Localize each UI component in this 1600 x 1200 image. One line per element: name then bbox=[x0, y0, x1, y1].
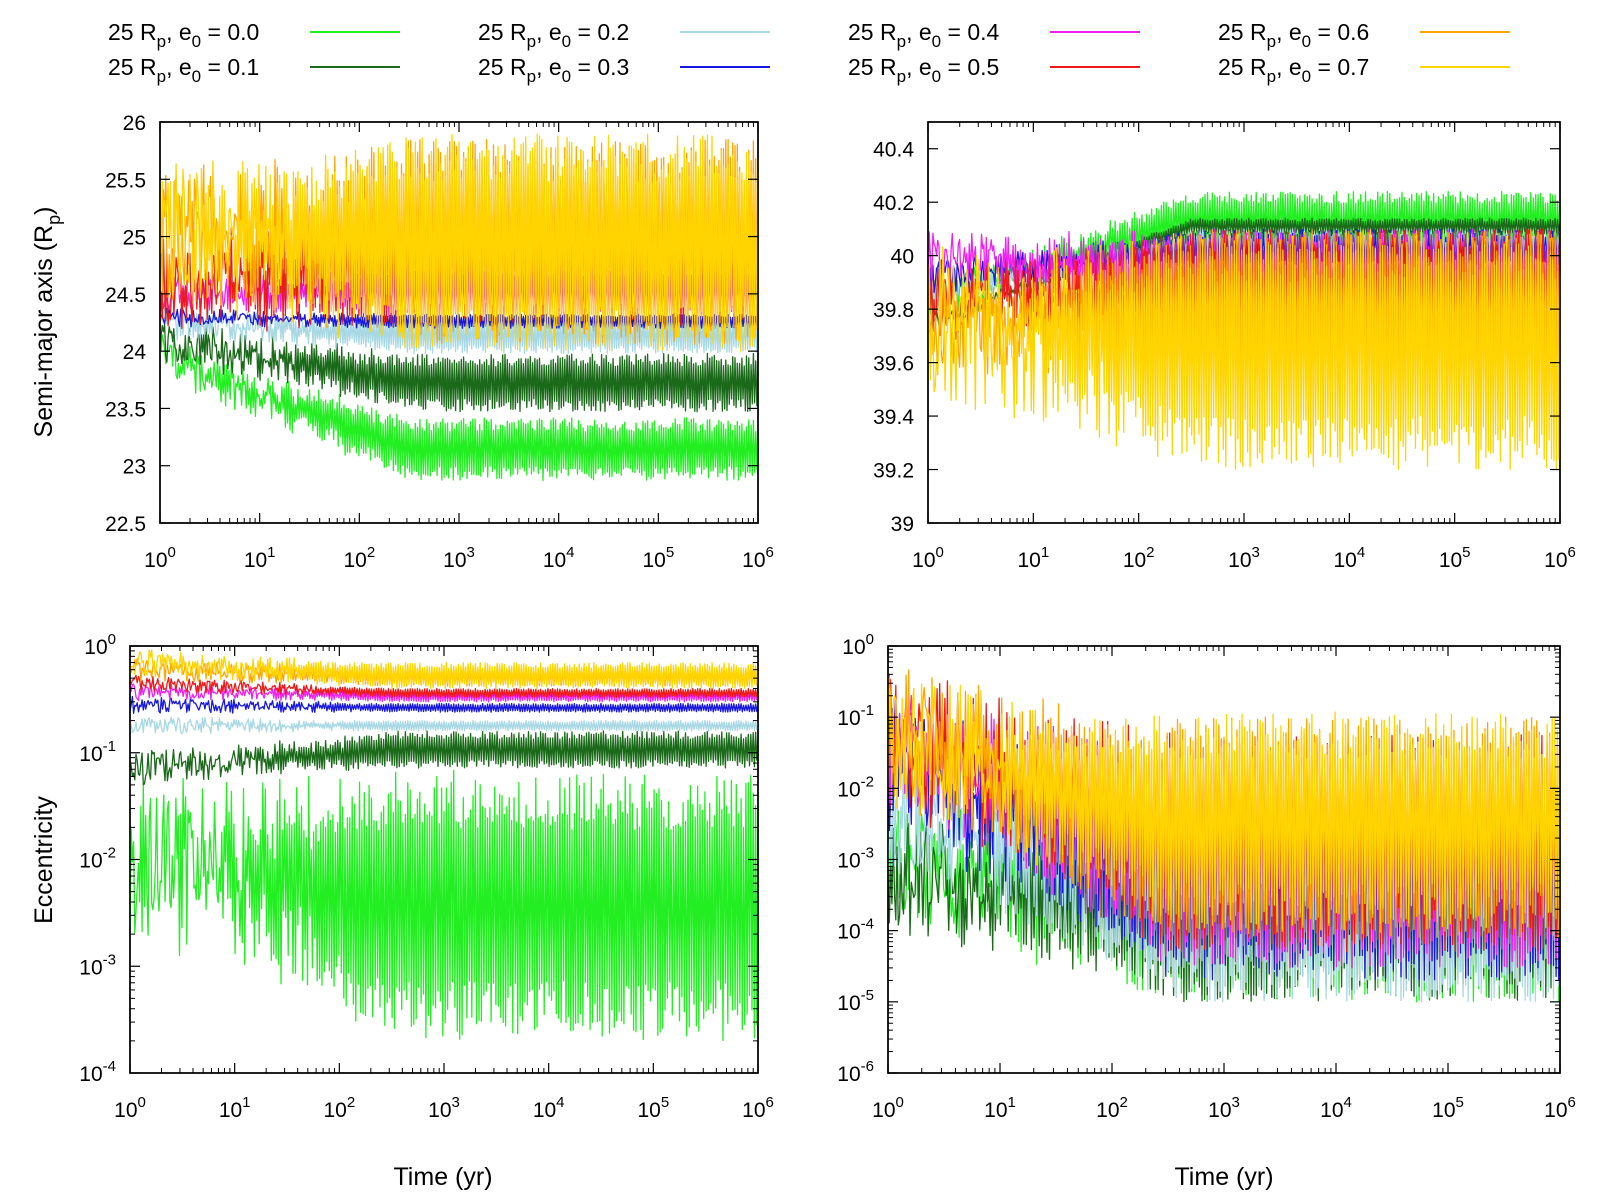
x-tick-label: 100 bbox=[144, 544, 176, 572]
legend-entry: 25 Rp, e0 = 0.6 bbox=[1218, 19, 1510, 51]
legend-label: 25 Rp, e0 = 0.6 bbox=[1218, 19, 1369, 51]
y-tick-label: 10-2 bbox=[79, 845, 116, 873]
y-tick-label: 25.5 bbox=[105, 169, 146, 192]
y-tick-label: 39.6 bbox=[873, 353, 914, 376]
x-tick-label: 100 bbox=[114, 1094, 146, 1122]
legend-label: 25 Rp, e0 = 0.4 bbox=[848, 19, 1000, 51]
legend-label: 25 Rp, e0 = 0.2 bbox=[478, 19, 629, 51]
panel-semimajor-axis-right: 100 101 102 103 104 105 106 39 39.2 39.4 39.6 39.8 4… bbox=[873, 121, 1576, 572]
x-tick-label: 101 bbox=[1017, 544, 1049, 572]
y-tick-label: 100 bbox=[842, 631, 874, 659]
x-tick-label: 101 bbox=[984, 1094, 1016, 1122]
y-tick-label: 24.5 bbox=[105, 284, 146, 307]
y-tick-label: 26 bbox=[123, 112, 146, 135]
x-tick-label: 105 bbox=[1432, 1094, 1464, 1122]
x-axis-label: Time (yr) bbox=[393, 1163, 492, 1191]
series-line bbox=[887, 683, 1561, 931]
x-tick-label: 104 bbox=[1333, 544, 1365, 572]
y-tick-label: 10-2 bbox=[837, 773, 874, 801]
y-tick-label: 10-3 bbox=[837, 845, 874, 873]
series-line bbox=[927, 229, 1561, 470]
y-tick-label: 24 bbox=[123, 341, 147, 364]
x-tick-label: 102 bbox=[1096, 1094, 1128, 1122]
y-tick-label: 10-6 bbox=[837, 1058, 874, 1086]
x-tick-label: 103 bbox=[443, 544, 475, 572]
x-tick-label: 106 bbox=[742, 1094, 774, 1122]
y-tick-label: 100 bbox=[84, 631, 116, 659]
x-tick-label: 102 bbox=[1123, 544, 1155, 572]
x-tick-label: 103 bbox=[428, 1094, 460, 1122]
x-tick-label: 106 bbox=[1544, 544, 1576, 572]
x-tick-label: 102 bbox=[343, 544, 375, 572]
x-tick-label: 105 bbox=[637, 1094, 669, 1122]
panel-eccentricity-right: 100 101 102 103 104 105 106 10-6 10-5 10-4 10-3 10-… bbox=[837, 631, 1576, 1191]
x-tick-label: 103 bbox=[1228, 544, 1260, 572]
series-line bbox=[129, 695, 759, 714]
y-tick-label: 39.4 bbox=[873, 406, 914, 429]
legend-label: 25 Rp, e0 = 0.1 bbox=[108, 54, 259, 86]
series-line bbox=[129, 769, 759, 1042]
y-tick-label: 40.4 bbox=[873, 139, 914, 162]
y-tick-label: 23.5 bbox=[105, 398, 146, 421]
y-tick-label: 39.8 bbox=[873, 299, 914, 322]
y-tick-label: 39 bbox=[891, 513, 914, 536]
legend-entry: 25 Rp, e0 = 0.5 bbox=[848, 54, 1140, 86]
x-tick-label: 103 bbox=[1208, 1094, 1240, 1122]
x-tick-label: 100 bbox=[912, 544, 944, 572]
x-tick-label: 104 bbox=[533, 1094, 565, 1122]
x-axis-label: Time (yr) bbox=[1174, 1163, 1273, 1191]
y-tick-label: 23 bbox=[123, 456, 146, 479]
legend: 25 Rp, e0 = 0.025 Rp, e0 = 0.1 25 Rp, e0 … bbox=[108, 19, 1510, 86]
legend-label: 25 Rp, e0 = 0.7 bbox=[1218, 54, 1369, 86]
series-line bbox=[159, 133, 759, 352]
legend-entry: 25 Rp, e0 = 0.2 bbox=[478, 19, 770, 51]
y-tick-label: 39.2 bbox=[873, 460, 914, 483]
x-tick-label: 105 bbox=[1439, 544, 1471, 572]
x-tick-label: 102 bbox=[323, 1094, 355, 1122]
y-tick-label: 40.2 bbox=[873, 192, 914, 215]
series-line bbox=[159, 323, 759, 413]
panel-semimajor-axis-left: 100 101 102 103 104 105 106 22.5 23 23.5 24 24.5 25 2… bbox=[30, 112, 774, 572]
panel-eccentricity-left: 100 101 102 103 104 105 106 10-4 10-3 10-2 10-1 100… bbox=[30, 631, 774, 1191]
series-line bbox=[927, 217, 1561, 334]
y-tick-label: 10-1 bbox=[79, 738, 116, 766]
legend-entry: 25 Rp, e0 = 0.0 bbox=[108, 19, 400, 51]
y-tick-label: 10-3 bbox=[79, 951, 116, 979]
legend-entry: 25 Rp, e0 = 0.7 bbox=[1218, 54, 1510, 86]
x-tick-label: 101 bbox=[219, 1094, 251, 1122]
y-axis-label: Eccentricity bbox=[30, 796, 58, 924]
x-tick-label: 104 bbox=[543, 544, 575, 572]
series-line bbox=[129, 674, 759, 699]
series-line bbox=[129, 649, 759, 690]
series-line bbox=[129, 730, 759, 786]
y-axis-label: Semi-major axis (Rp) bbox=[30, 207, 64, 438]
legend-label: 25 Rp, e0 = 0.3 bbox=[478, 54, 629, 86]
x-tick-label: 106 bbox=[1544, 1094, 1576, 1122]
y-tick-label: 22.5 bbox=[105, 513, 146, 536]
y-tick-label: 10-1 bbox=[837, 702, 874, 730]
x-tick-label: 101 bbox=[244, 544, 276, 572]
x-tick-label: 106 bbox=[742, 544, 774, 572]
series-line bbox=[159, 334, 759, 482]
y-tick-label: 10-4 bbox=[837, 916, 874, 944]
legend-entry: 25 Rp, e0 = 0.3 bbox=[478, 54, 770, 86]
y-tick-label: 40 bbox=[891, 246, 914, 269]
legend-entry: 25 Rp, e0 = 0.1 bbox=[108, 54, 400, 86]
legend-label: 25 Rp, e0 = 0.0 bbox=[108, 19, 259, 51]
y-tick-label: 10-4 bbox=[79, 1058, 116, 1086]
y-tick-label: 10-5 bbox=[837, 987, 874, 1015]
x-tick-label: 100 bbox=[872, 1094, 904, 1122]
legend-entry: 25 Rp, e0 = 0.4 bbox=[848, 19, 1140, 51]
series-line bbox=[129, 716, 759, 735]
x-tick-label: 105 bbox=[642, 544, 674, 572]
y-tick-label: 25 bbox=[123, 227, 146, 250]
legend-label: 25 Rp, e0 = 0.5 bbox=[848, 54, 999, 86]
x-tick-label: 104 bbox=[1320, 1094, 1352, 1122]
